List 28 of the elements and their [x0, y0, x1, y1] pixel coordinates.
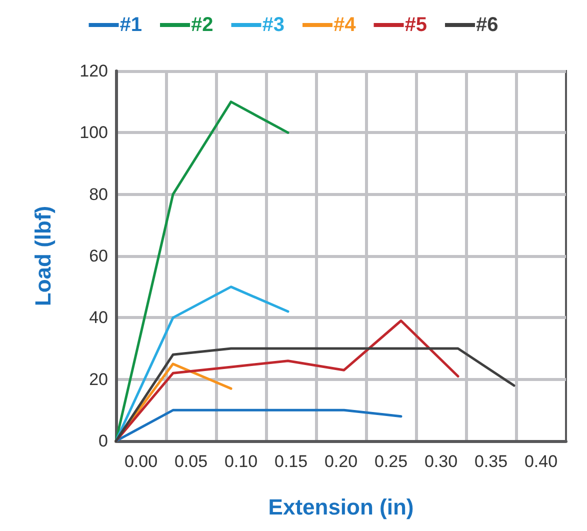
x-tick-label: 0.30 — [424, 452, 458, 471]
line-series — [114, 100, 290, 442]
legend-label: #2 — [191, 14, 214, 36]
x-tick-label: 0.05 — [174, 452, 208, 471]
line-series — [114, 286, 290, 442]
y-tick-label: 120 — [80, 62, 108, 80]
y-tick-label: 40 — [89, 308, 108, 328]
x-axis-title: Extension (in) — [268, 494, 414, 520]
y-axis-title: Load (lbf) — [30, 206, 56, 306]
legend-label: #1 — [120, 14, 142, 36]
legend-label: #3 — [262, 14, 285, 36]
y-tick-label: 0 — [98, 432, 108, 450]
x-tick-label: 0.20 — [324, 452, 358, 471]
x-tick-label: 0.35 — [474, 452, 508, 471]
legend-label: #4 — [334, 14, 357, 36]
y-tick-label: 20 — [89, 370, 108, 389]
line-series — [114, 320, 460, 442]
x-tick-label: 0.15 — [274, 452, 308, 471]
y-tick-label: 80 — [89, 184, 108, 204]
x-tick-label: 0.00 — [124, 452, 158, 471]
line-series — [114, 347, 516, 442]
x-tick-label: 0.25 — [374, 452, 408, 471]
y-tick-label: 100 — [80, 123, 108, 142]
x-tick-label: 0.40 — [524, 452, 558, 471]
x-tick-label: 0.10 — [224, 452, 258, 471]
y-tick-label: 60 — [89, 246, 108, 266]
legend-label: #6 — [476, 14, 498, 36]
legend-label: #5 — [404, 14, 427, 36]
